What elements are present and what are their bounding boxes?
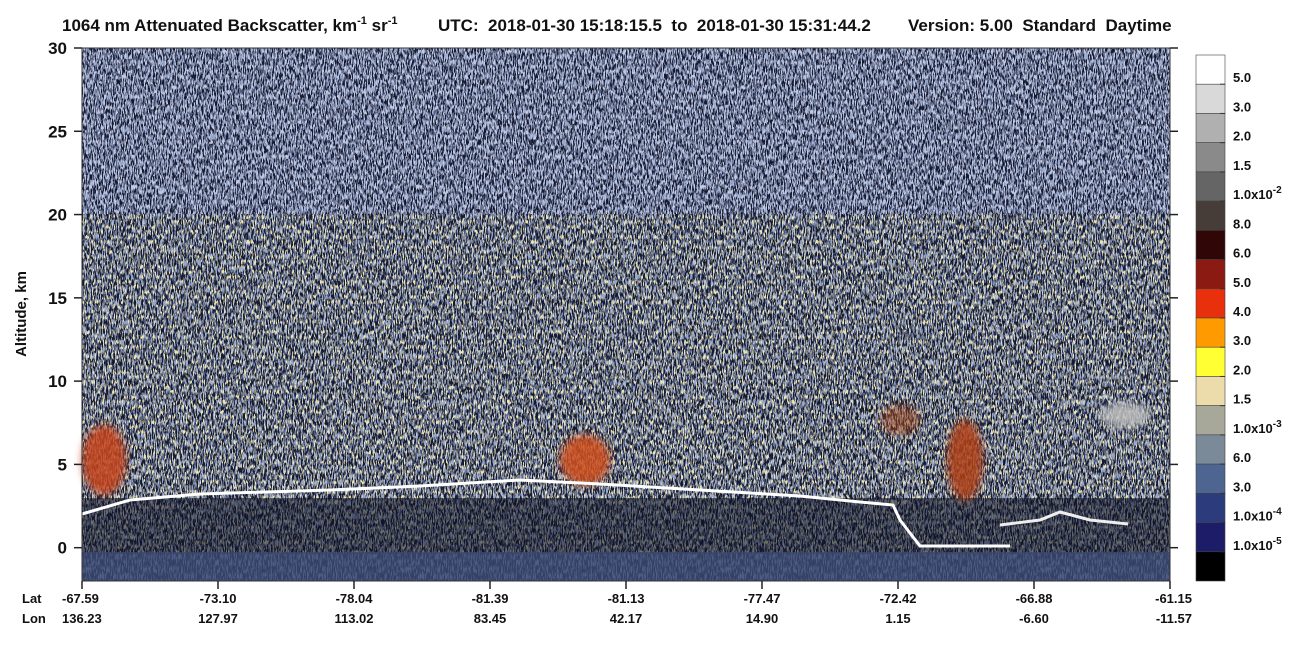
colorbar-label: 6.0 [1233, 246, 1251, 261]
y-tick-label: 20 [48, 206, 67, 225]
colorbar-label-exp: -5 [1273, 536, 1282, 547]
colorbar-swatch [1195, 493, 1226, 523]
colorbar-label: 4.0 [1233, 304, 1251, 319]
version: Version: 5.00 Standard Daytime [908, 16, 1172, 35]
y-axis-label: Altitude, km [13, 271, 30, 357]
lat-tick-label: -77.47 [744, 591, 781, 606]
colorbar-label: 3.0 [1233, 99, 1251, 114]
lat-tick-label: -67.59 [62, 591, 99, 606]
colorbar-swatch [1195, 54, 1226, 85]
lon-tick-label: -6.60 [1019, 611, 1049, 626]
lon-tick-label: 113.02 [334, 611, 373, 626]
lat-tick-label: -66.88 [1016, 591, 1053, 606]
lon-tick-label: -11.57 [1156, 611, 1192, 626]
plot-image [81, 47, 1171, 582]
colorbar-swatch [1195, 171, 1226, 202]
lat-tick-label: -61.15 [1155, 591, 1192, 606]
colorbar-label: 2.0 [1233, 362, 1251, 377]
colorbar-label: 1.0x10-3 [1233, 419, 1282, 436]
colorbar-swatch [1195, 142, 1226, 173]
colorbar-label-base: 1.0x10 [1233, 421, 1273, 436]
colorbar-swatch [1195, 346, 1226, 377]
colorbar-label-exp: -4 [1273, 507, 1282, 518]
lat-tick-label: -78.04 [336, 591, 374, 606]
colorbar-label: 3.0 [1233, 479, 1251, 494]
lat-tick-label: -81.39 [472, 591, 509, 606]
colorbar-label: 1.5 [1233, 158, 1251, 173]
lat-tick-label: -81.13 [608, 591, 645, 606]
colorbar-swatch [1195, 288, 1226, 319]
chart-title: 1064 nm Attenuated Backscatter, km-1 sr-… [62, 15, 397, 35]
colorbar-label: 1.0x10-4 [1233, 507, 1282, 524]
lon-label: Lon [22, 611, 46, 626]
colorbar-swatch [1195, 551, 1226, 582]
colorbar-swatch [1195, 376, 1226, 406]
lat-label: Lat [22, 591, 42, 606]
y-tick-label: 10 [48, 372, 67, 391]
colorbar-label-exp: -3 [1273, 419, 1282, 430]
lon-tick-label: 42.17 [610, 611, 643, 626]
utc-range: UTC: 2018-01-30 15:18:15.5 to 2018-01-30… [438, 16, 871, 35]
colorbar-label-base: 1.0x10 [1233, 187, 1273, 202]
colorbar-swatch [1195, 522, 1226, 553]
lon-tick-label: 127.97 [198, 611, 238, 626]
colorbar-label-exp: -2 [1273, 185, 1282, 196]
colorbar-label: 1.0x10-2 [1233, 185, 1282, 202]
y-tick-label: 15 [48, 289, 67, 308]
colorbar-swatch [1195, 434, 1226, 465]
colorbar-label: 2.0 [1233, 129, 1251, 144]
colorbar-label: 1.0x10-5 [1233, 536, 1282, 553]
colorbar-label-base: 1.0x10 [1233, 538, 1273, 553]
lon-tick-label: 83.45 [474, 611, 507, 626]
lon-tick-label: 1.15 [885, 611, 910, 626]
lon-tick-label: 14.90 [746, 611, 779, 626]
title-sup: -1 [357, 15, 367, 27]
lon-tick-label: 136.23 [62, 611, 102, 626]
colorbar-swatch [1195, 259, 1226, 290]
colorbar-label: 6.0 [1233, 450, 1251, 465]
colorbar-label: 5.0 [1233, 70, 1251, 85]
colorbar-swatch [1195, 83, 1226, 114]
y-tick-label: 25 [48, 122, 67, 141]
y-tick-label: 5 [58, 455, 67, 474]
colorbar-swatch [1195, 405, 1226, 436]
colorbar-swatch [1195, 113, 1226, 143]
title-text: 1064 nm Attenuated Backscatter, km [62, 16, 357, 35]
colorbar-swatch [1195, 463, 1226, 494]
lat-tick-label: -73.10 [200, 591, 237, 606]
colorbar-label: 1.5 [1233, 392, 1251, 407]
title-text: sr [367, 16, 388, 35]
title-sup: -1 [388, 15, 398, 27]
y-tick-label: 30 [48, 39, 67, 58]
colorbar-label: 5.0 [1233, 275, 1251, 290]
colorbar-swatch [1195, 200, 1226, 231]
colorbar-swatch [1195, 230, 1226, 260]
colorbar-label: 8.0 [1233, 216, 1251, 231]
y-tick-label: 0 [58, 539, 67, 558]
colorbar-label-base: 1.0x10 [1233, 509, 1273, 524]
lat-tick-label: -72.42 [880, 591, 917, 606]
colorbar-swatch [1195, 317, 1226, 348]
colorbar-label: 3.0 [1233, 333, 1251, 348]
